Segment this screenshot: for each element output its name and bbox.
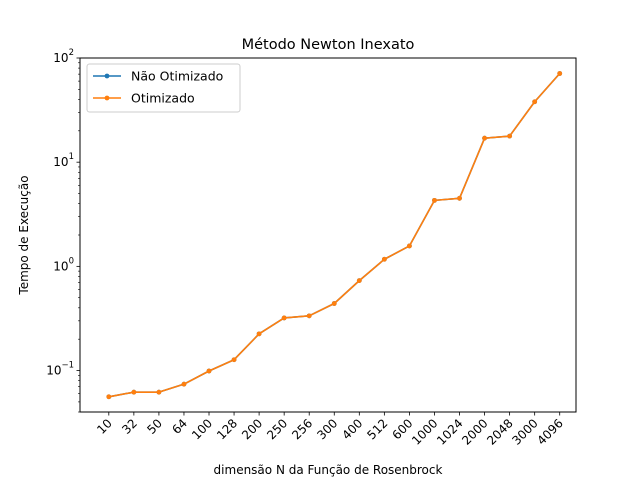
series-2-point xyxy=(106,394,112,400)
series-2-point xyxy=(557,71,563,76)
x-axis-label: dimensão N da Função de Rosenbrock xyxy=(214,463,443,477)
series-2-point xyxy=(206,368,212,374)
legend-marker-1 xyxy=(104,73,110,79)
legend: Não Otimizado Otimizado xyxy=(86,63,241,113)
legend-label-1: Não Otimizado xyxy=(131,69,223,84)
series-2-point xyxy=(507,133,513,139)
y-axis-label: Tempo de Execução xyxy=(17,175,31,295)
legend-marker-2 xyxy=(104,95,110,101)
series-2-point xyxy=(482,135,487,141)
series-2-point xyxy=(331,301,337,306)
y-tick-label: 101 xyxy=(53,152,74,169)
series-2-point xyxy=(381,256,387,262)
y-tick-label: 102 xyxy=(53,48,74,65)
legend-label-2: Otimizado xyxy=(131,91,195,106)
legend-box xyxy=(86,63,241,113)
y-tick-label: 100 xyxy=(53,256,74,273)
series-2-point xyxy=(356,278,362,284)
series-2-point xyxy=(532,99,538,105)
series-2-point xyxy=(281,315,287,321)
series-2-point xyxy=(131,389,137,395)
chart-title: Método Newton Inexato xyxy=(242,37,415,53)
y-tick-label: 10−1 xyxy=(46,361,74,378)
plot-marks xyxy=(106,71,563,400)
series-2-point xyxy=(457,195,462,201)
series-2-point xyxy=(231,357,237,363)
series-2-point xyxy=(407,243,412,249)
y-axis: 10−1 100 101 102 xyxy=(46,48,80,413)
series-2-point xyxy=(156,389,162,395)
series-2-point xyxy=(256,331,262,337)
series-2-point xyxy=(181,381,187,387)
series-2-point xyxy=(432,197,437,203)
series-2-point xyxy=(306,313,312,319)
